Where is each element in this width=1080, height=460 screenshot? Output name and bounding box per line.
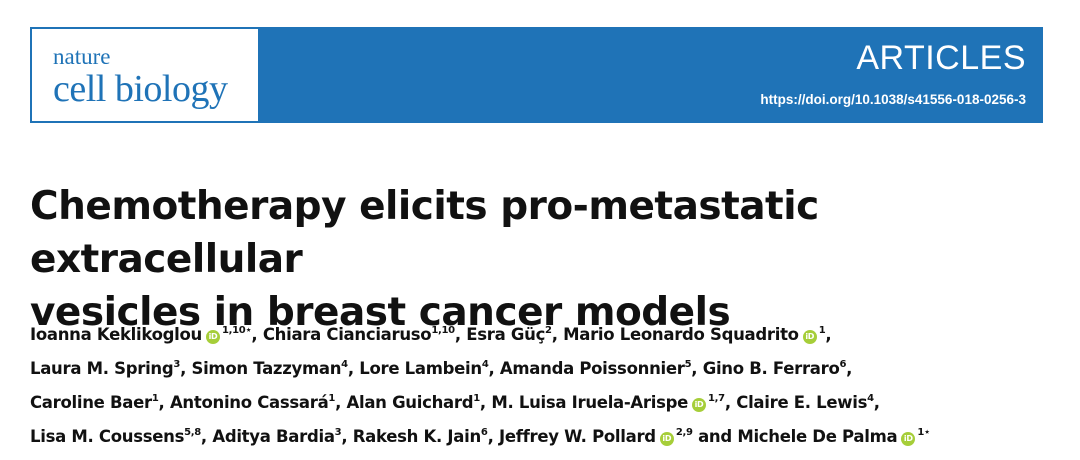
author-separator: , [825,325,832,344]
author-affiliation-sup: 1⋆ [917,427,930,438]
author-separator: , [158,393,170,412]
author-name[interactable]: Alan Guichard [346,393,474,412]
author-affiliation-sup: 1 [818,325,826,336]
author-name[interactable]: Simon Tazzyman [191,359,342,378]
author-entry: Antonino Cassará1 [170,393,335,412]
author-affiliation-sup: 3 [173,359,181,370]
author-separator: , [479,393,492,412]
author-separator: , [873,393,880,412]
author-affiliation-sup: 1,10⋆ [221,325,252,336]
author-entry: Rakesh K. Jain6 [353,427,488,446]
author-separator: , [180,359,192,378]
author-name[interactable]: Jeffrey W. Pollard [499,427,656,446]
author-separator: , [347,359,360,378]
journal-header-banner: nature cell biology ARTICLES https://doi… [30,27,1043,123]
author-affiliation-sup: 1,10 [431,325,455,336]
author-name[interactable]: Mario Leonardo Squadrito [563,325,799,344]
author-entry: Claire E. Lewis4 [736,393,874,412]
author-affiliation-sup: 5 [684,359,692,370]
author-separator: , [724,393,737,412]
author-entry: Lisa M. Coussens5,8 [30,427,201,446]
orcid-icon[interactable]: iD [802,330,817,344]
author-name[interactable]: Caroline Baer [30,393,152,412]
author-name[interactable]: Esra Güç [466,325,546,344]
orcid-icon[interactable]: iD [901,432,916,446]
author-affiliation-sup: 4 [341,359,348,370]
author-affiliation-sup: 2 [545,325,552,336]
author-name[interactable]: Gino B. Ferraro [702,359,840,378]
article-title: Chemotherapy elicits pro-metastatic extr… [30,180,1060,339]
author-entry: Amanda Poissonnier5 [499,359,692,378]
author-entry: Michele De Palma iD1⋆ [737,427,930,446]
author-separator: , [487,427,499,446]
author-name[interactable]: Claire E. Lewis [736,393,868,412]
author-affiliation-sup: 1 [473,393,480,404]
author-affiliation-sup: 5,8 [184,427,201,438]
article-title-line2: vesicles in breast cancer models [30,290,731,335]
author-entry: Jeffrey W. Pollard iD2,9 [499,427,693,446]
author-separator: , [846,359,853,378]
author-affiliation-sup: 1 [151,393,159,404]
author-entry: M. Luisa Iruela-Arispe iD1,7 [491,393,725,412]
author-affiliation-sup: 3 [334,427,342,438]
author-affiliation-sup: 4 [481,359,489,370]
journal-logo-line2: cell biology [53,68,228,110]
journal-logo-line1: nature [53,44,111,69]
author-name[interactable]: Aditya Bardia [212,427,335,446]
author-entry: Aditya Bardia3 [212,427,341,446]
author-entry: Chiara Cianciaruso1,10 [263,325,455,344]
author-affiliation-sup: 6 [480,427,488,438]
article-title-line1: Chemotherapy elicits pro-metastatic extr… [30,184,819,282]
author-separator: and [692,427,738,446]
author-affiliation-sup: 1,7 [708,393,725,404]
author-name[interactable]: Antonino Cassará [169,393,329,412]
author-name[interactable]: M. Luisa Iruela-Arispe [491,393,689,412]
orcid-icon[interactable]: iD [205,330,220,344]
author-entry: Ioanna Keklikoglou iD1,10⋆ [30,325,252,344]
author-entry: Gino B. Ferraro6 [702,359,847,378]
author-separator: , [200,427,213,446]
author-affiliation-sup: 2,9 [675,427,693,438]
author-separator: , [341,427,353,446]
author-separator: , [335,393,347,412]
author-entry: Alan Guichard1 [346,393,481,412]
author-separator: , [488,359,500,378]
author-affiliation-sup: 4 [867,393,874,404]
author-separator: , [551,325,564,344]
author-entry: Caroline Baer1 [30,393,159,412]
author-separator: , [251,325,263,344]
author-name[interactable]: Ioanna Keklikoglou [30,325,202,344]
author-entry: Esra Güç2 [466,325,552,344]
author-affiliation-sup: 1 [328,393,336,404]
author-separator: , [691,359,703,378]
author-name[interactable]: Lisa M. Coussens [30,427,185,446]
orcid-icon[interactable]: iD [659,432,674,446]
author-name[interactable]: Rakesh K. Jain [352,427,481,446]
author-entry: Simon Tazzyman4 [191,359,348,378]
author-name[interactable]: Laura M. Spring [30,359,174,378]
author-separator: , [454,325,467,344]
author-name[interactable]: Lore Lambein [359,359,482,378]
doi-link[interactable]: https://doi.org/10.1038/s41556-018-0256-… [760,92,1026,107]
author-entry: Laura M. Spring3 [30,359,180,378]
author-list: Ioanna Keklikoglou iD1,10⋆, Chiara Cianci… [30,316,1070,452]
author-affiliation-sup: 6 [839,359,847,370]
author-entry: Lore Lambein4 [359,359,489,378]
orcid-icon[interactable]: iD [692,398,707,412]
author-entry: Mario Leonardo Squadrito iD1 [563,325,826,344]
author-name[interactable]: Chiara Cianciaruso [262,325,432,344]
section-label: ARTICLES [856,39,1026,77]
author-name[interactable]: Amanda Poissonnier [499,359,685,378]
journal-logo[interactable]: nature cell biology [32,29,258,121]
author-name[interactable]: Michele De Palma [737,427,898,446]
